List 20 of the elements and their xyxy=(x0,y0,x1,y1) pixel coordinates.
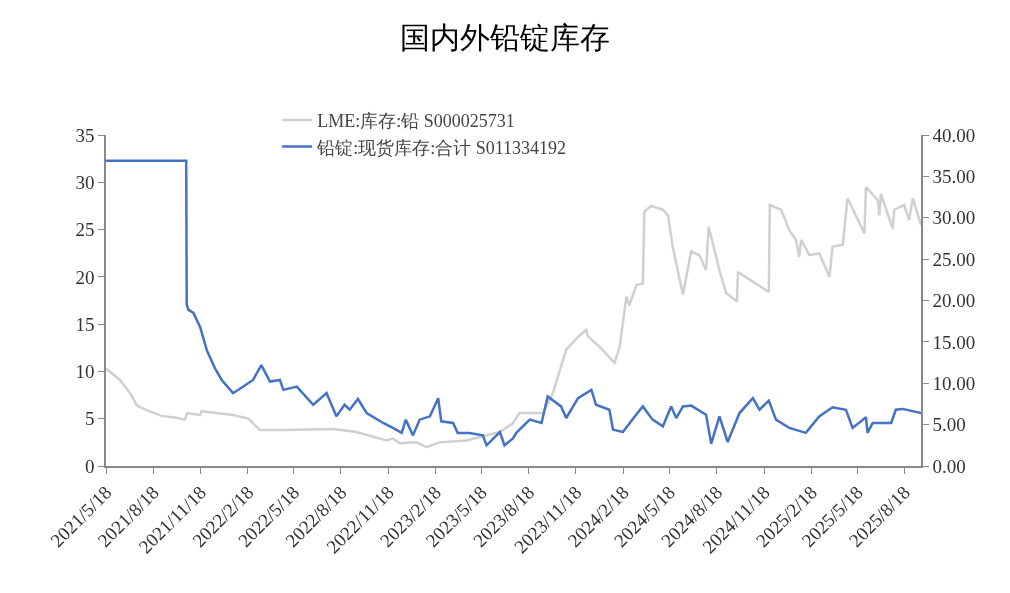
y2-tick-label: 35.00 xyxy=(932,166,976,188)
y2-tick-label: 40.00 xyxy=(932,124,976,146)
y-tick-label: 15 xyxy=(75,313,95,335)
legend-label: LME:库存:铅 S000025731 xyxy=(317,111,515,132)
y-tick-label: 35 xyxy=(75,124,95,146)
y2-tick-label: 5.00 xyxy=(932,414,966,436)
y2-tick-label: 20.00 xyxy=(932,290,976,312)
legend-label: 铅锭:现货库存:合计 S011334192 xyxy=(316,137,567,158)
y-tick-label: 25 xyxy=(75,219,95,241)
y-tick-label: 20 xyxy=(75,266,95,288)
y-tick-label: 10 xyxy=(75,361,95,383)
y2-tick-label: 30.00 xyxy=(932,207,976,229)
y2-tick-label: 25.00 xyxy=(932,248,976,270)
y-tick-label: 0 xyxy=(84,455,95,477)
chart-title: 国内外铅锭库存 xyxy=(400,20,610,54)
y2-tick-label: 0.00 xyxy=(932,455,966,477)
y-tick-label: 5 xyxy=(84,408,95,430)
y-tick-label: 30 xyxy=(75,171,95,193)
y2-tick-label: 10.00 xyxy=(932,372,976,394)
y2-tick-label: 15.00 xyxy=(932,331,976,353)
